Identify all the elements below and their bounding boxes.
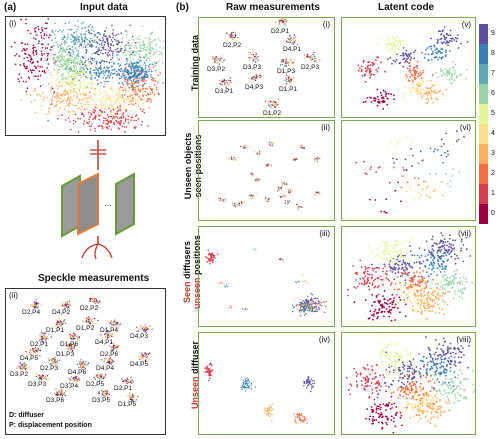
colorbar-swatch bbox=[479, 164, 488, 184]
training-cluster-label: D4,P1 bbox=[283, 46, 302, 53]
training-cluster-label: D2,P1 bbox=[271, 28, 290, 35]
colorbar-tick: 5 bbox=[491, 110, 495, 117]
latent-panel-unseen-diffuser: (viii) bbox=[341, 332, 476, 435]
colorbar-tick: 4 bbox=[491, 130, 495, 137]
speckle-cluster-label: D2,P4 bbox=[22, 309, 41, 316]
colorbar: 9 8 7 6 5 4 3 2 1 0 bbox=[479, 24, 499, 224]
training-cluster-label: D4,P3 bbox=[245, 84, 264, 91]
legend-diffuser: D: diffuser bbox=[9, 412, 44, 419]
training-cluster-label: D1,P1 bbox=[279, 86, 298, 93]
raw-tag-ii: (ii) bbox=[321, 123, 330, 132]
speckle-cluster-label: D2,P3 bbox=[40, 365, 59, 372]
speckle-cluster-label: D2,P6 bbox=[100, 351, 119, 358]
speckle-cluster-label: D1,P2 bbox=[76, 325, 95, 332]
training-cluster-label: D2,P3 bbox=[301, 64, 320, 71]
colorbar-swatch bbox=[479, 124, 488, 144]
speckle-cluster-label: D4,P2 bbox=[52, 309, 71, 316]
raw-tag-iv: (iv) bbox=[318, 335, 330, 344]
speckle-cluster-label: D2,P1 bbox=[114, 385, 133, 392]
speckle-clusters bbox=[16, 295, 153, 403]
speckle-title: Speckle measurements bbox=[38, 273, 150, 284]
training-cluster-label: D3,P2 bbox=[207, 66, 226, 73]
raw-panel-training: D2,P1 D2,P2 D4,P1 D3,P2 D3,P3 D1,P3 D2,P3 D4,P3… bbox=[198, 17, 335, 118]
input-data-title: Input data bbox=[80, 2, 128, 13]
colorbar-swatch bbox=[479, 104, 488, 124]
raw-tag-iii: (iii) bbox=[319, 229, 330, 238]
col-raw-title: Raw measurements bbox=[226, 2, 320, 13]
speckle-cluster-label: D3,P4 bbox=[60, 383, 79, 390]
training-cluster-label: D1,P2 bbox=[263, 110, 282, 117]
raw-panel-unseen-objects: (ii) bbox=[198, 120, 335, 221]
diffuser-diagram: … bbox=[40, 140, 150, 260]
speckle-cluster-label: D4,P4 bbox=[96, 365, 115, 372]
latent-tag-vii: (vii) bbox=[458, 229, 471, 238]
colorbar-tick: 2 bbox=[491, 170, 495, 177]
colorbar-swatch bbox=[479, 44, 488, 64]
speckle-cluster-label: D2,P2 bbox=[80, 305, 99, 312]
colorbar-swatch bbox=[479, 84, 488, 104]
colorbar-swatch bbox=[479, 144, 488, 164]
speckle-cluster-label: D1,P1 bbox=[46, 327, 65, 334]
colorbar-swatch bbox=[479, 24, 488, 44]
speckle-cluster-label: D2,P1 bbox=[30, 341, 49, 348]
speckle-cluster-label: D3,P3 bbox=[28, 381, 47, 388]
panel-a-tag: (a) bbox=[4, 2, 17, 13]
latent-tag-v: (v) bbox=[461, 20, 471, 29]
colorbar-tick: 3 bbox=[491, 150, 495, 157]
speckle-cluster-label: D1,P5 bbox=[118, 401, 137, 408]
colorbar-swatch bbox=[479, 204, 488, 224]
input-data-tsne-plot bbox=[10, 17, 165, 133]
colorbar-swatch bbox=[479, 184, 488, 204]
training-cluster-label: D3,P3 bbox=[243, 64, 262, 71]
raw-panel-unseen-diffuser: (iv) bbox=[198, 332, 335, 435]
panel-a-i-tag: (i) bbox=[9, 19, 17, 28]
speckle-cluster-label: D2,P5 bbox=[86, 381, 105, 388]
colorbar-tick: 1 bbox=[491, 190, 495, 197]
svg-text:…: … bbox=[104, 199, 112, 208]
colorbar-tick: 7 bbox=[491, 70, 495, 77]
speckle-cluster-label: D4,P5 bbox=[130, 361, 149, 368]
latent-tag-vi: (vi) bbox=[459, 123, 471, 132]
training-cluster-label: D3,P1 bbox=[215, 88, 234, 95]
latent-panel-training: (v) bbox=[341, 17, 476, 118]
raw-tag-i: (i) bbox=[322, 20, 330, 29]
speckle-cluster-label: D3,P5 bbox=[92, 397, 111, 404]
col-latent-title: Latent code bbox=[378, 2, 435, 13]
input-data-panel: (i) bbox=[5, 16, 166, 136]
latent-panel-seen-diffusers: (vii) bbox=[341, 226, 476, 327]
colorbar-tick: 8 bbox=[491, 50, 495, 57]
speckle-cluster-label: D4,P6 bbox=[68, 369, 87, 376]
speckle-cluster-label: D1,P3 bbox=[56, 351, 75, 358]
panel-b-tag: (b) bbox=[176, 2, 189, 13]
speckle-cluster-label: D4,P3 bbox=[130, 333, 149, 340]
speckle-cluster-label: D1,P6 bbox=[60, 341, 79, 348]
legend-position: P: displacement position bbox=[9, 422, 92, 429]
latent-panel-unseen-objects: (vi) bbox=[341, 120, 476, 221]
latent-tag-viii: (viii) bbox=[456, 335, 471, 344]
speckle-cluster-label: D1,P4 bbox=[100, 327, 119, 334]
colorbar-tick: 0 bbox=[491, 210, 495, 217]
training-cluster-label: D2,P2 bbox=[223, 42, 242, 49]
speckle-cluster-label: D3,P2 bbox=[10, 371, 29, 378]
colorbar-swatch bbox=[479, 64, 488, 84]
speckle-panel: (ii) D2,P4 D4,P2 D2,P2 D1,P1 D1,P2 D1,P4 D2,P1… bbox=[5, 288, 166, 435]
colorbar-tick: 6 bbox=[491, 90, 495, 97]
speckle-cluster-label: D4,P5 bbox=[20, 355, 39, 362]
speckle-cluster-label: D4,P1 bbox=[95, 339, 114, 346]
speckle-cluster-label: D3,P6 bbox=[46, 397, 65, 404]
raw-panel-seen-diffusers: (iii) bbox=[198, 226, 335, 327]
panel-a-ii-tag: (ii) bbox=[9, 291, 18, 300]
colorbar-tick: 9 bbox=[491, 30, 495, 37]
training-cluster-label: D1,P3 bbox=[277, 68, 296, 75]
